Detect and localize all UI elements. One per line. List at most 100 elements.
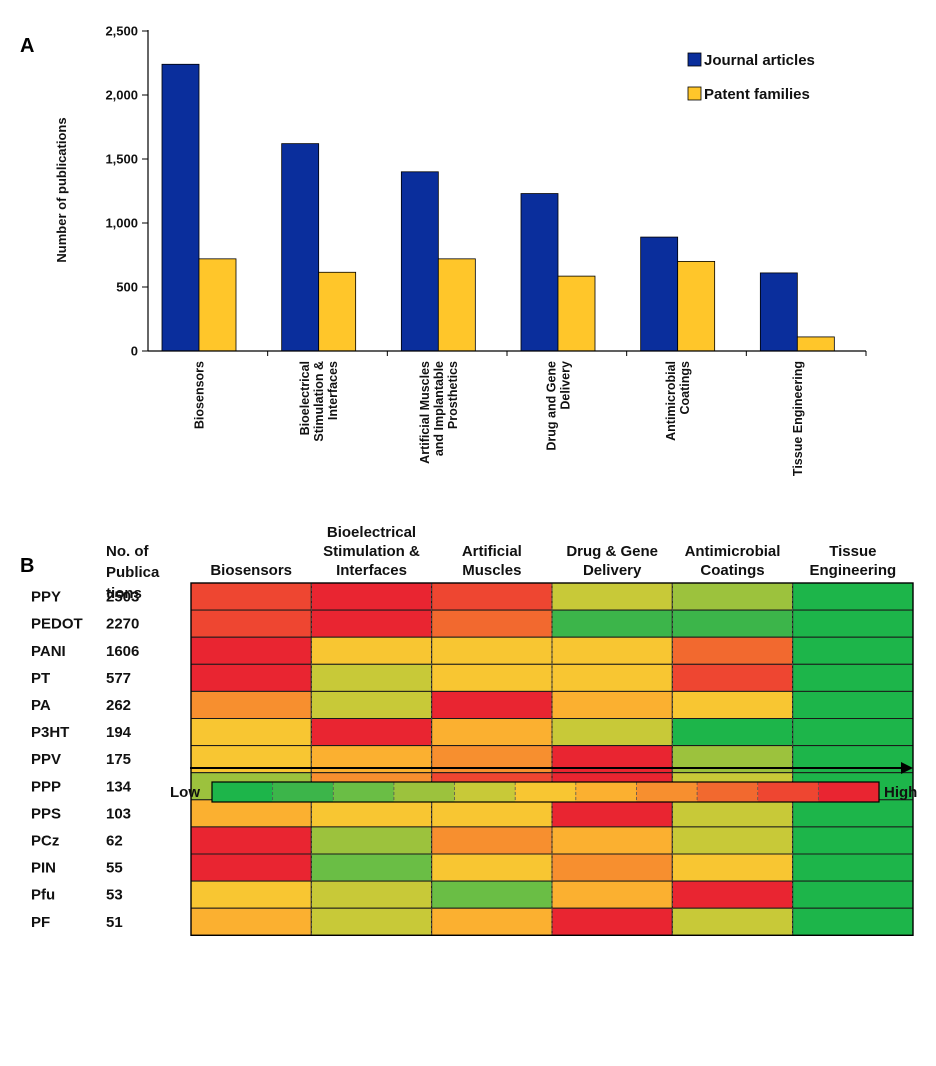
heatmap-cell-PANI-5 <box>792 636 914 665</box>
heatmap-cell-PIN-3 <box>551 853 673 882</box>
heatmap-cell-P3HT-4 <box>671 718 794 747</box>
heatmap-cell-P3HT-3 <box>551 718 673 747</box>
column-header-line: Drug & Gene <box>566 543 658 560</box>
row-label-name: PEDOT <box>31 616 83 633</box>
column-header-line: Bioelectrical <box>327 524 416 541</box>
row-label-pubs: 262 <box>106 697 131 714</box>
heatmap-cell-PF-4 <box>671 907 794 936</box>
column-header-line: Coatings <box>700 562 764 579</box>
category-label-line: Drug and Gene <box>545 361 559 451</box>
heatmap-cell-PEDOT-2 <box>431 609 553 638</box>
heatmap-cell-PA-2 <box>431 690 553 720</box>
row-label-pubs: 175 <box>106 751 131 768</box>
column-headers: Biosensors Bioelectrical Stimulation & Inte… <box>210 524 896 579</box>
scale-swatch-10 <box>818 782 879 802</box>
row-label-pubs: 194 <box>106 724 132 741</box>
legend-swatch <box>687 86 702 101</box>
scale-swatch-7 <box>636 782 698 802</box>
category-label-line: Antimicrobial <box>664 361 678 441</box>
arrow-head <box>901 762 913 774</box>
bar-patent-1 <box>318 271 357 352</box>
heatmap-cell-PF-5 <box>792 907 914 936</box>
panel-a-bar-chart: A Number of publications 0 500 1,000 1,500 2… <box>20 24 867 476</box>
row-label-pubs: 577 <box>106 670 131 687</box>
category-label: Biosensors <box>193 361 207 429</box>
scale-high-label: High <box>884 784 917 801</box>
category-label: AntimicrobialCoatings <box>664 361 692 441</box>
column-header-line: Engineering <box>809 562 896 579</box>
column-header-line: Biosensors <box>210 562 292 579</box>
scale-swatch-5 <box>515 782 576 802</box>
heatmap-cell-PPY-1 <box>310 582 433 611</box>
row-label-pubs: 134 <box>106 778 132 795</box>
category-label-line: Artificial Muscles <box>418 361 432 464</box>
heatmap-cell-PPS-0 <box>190 799 312 828</box>
column-header-line: Interfaces <box>336 562 407 579</box>
row-label-pubs: 2503 <box>106 589 139 606</box>
y-tick-label: 2,000 <box>105 88 138 103</box>
row-label-name: PPS <box>31 805 61 822</box>
heatmap-cell-PEDOT-0 <box>190 609 312 638</box>
publications-header: No. of Publica tions <box>106 543 160 602</box>
heatmap-cell-PPS-3 <box>551 799 673 828</box>
row-label-pubs: 62 <box>106 832 123 849</box>
heatmap-cell-PT-2 <box>431 663 553 692</box>
y-tick-label: 1,500 <box>105 152 138 167</box>
heatmap-cell-PT-0 <box>190 663 312 692</box>
heatmap-cell-PPS-2 <box>431 799 553 828</box>
heatmap-cell-PT-5 <box>792 663 914 692</box>
scale-swatch-8 <box>697 782 758 802</box>
heatmap-cell-PPY-3 <box>551 582 673 611</box>
category-label-line: Prosthetics <box>446 361 460 429</box>
row-label-name: Pfu <box>31 887 55 904</box>
gradient-arrow <box>190 762 913 774</box>
category-label-line: Biosensors <box>193 361 207 429</box>
scale-low-label: Low <box>170 784 200 801</box>
bars <box>161 63 835 352</box>
row-label-name: PCz <box>31 832 59 849</box>
row-label-name: PF <box>31 914 50 931</box>
scale-swatch-3 <box>393 782 455 802</box>
heatmap-cell-PANI-0 <box>190 636 312 665</box>
heatmap-cell-PANI-2 <box>431 636 553 665</box>
row-label-name: PIN <box>31 860 56 877</box>
category-label: Drug and GeneDelivery <box>545 361 573 451</box>
color-scale: Low High <box>170 781 917 803</box>
heatmap-cell-Pfu-1 <box>310 880 433 909</box>
category-label-line: Delivery <box>559 361 573 410</box>
publications-header-line: No. of <box>106 543 149 560</box>
category-label: BioelectricalStimulation &Interfaces <box>298 361 340 442</box>
heatmap-cell-PIN-5 <box>792 853 914 882</box>
panel-a-label: A <box>20 35 34 57</box>
heatmap-cell-PEDOT-5 <box>792 609 914 638</box>
category-label: Artificial Musclesand ImplantableProsthe… <box>418 361 460 464</box>
column-header-line: Stimulation & <box>323 543 420 560</box>
panel-b-heatmap: B No. of Publica tions Biosensors Bioelectr… <box>20 524 917 936</box>
row-label-pubs: 103 <box>106 805 131 822</box>
heatmap-cell-PIN-0 <box>190 853 312 882</box>
category-label-line: Coatings <box>678 361 692 415</box>
y-tick-label: 0 <box>131 344 138 359</box>
heatmap-cell-PT-1 <box>310 663 433 692</box>
bar-patent-3 <box>557 275 596 352</box>
heatmap-cell-PA-4 <box>671 690 794 720</box>
bar-patent-5 <box>796 336 835 352</box>
bar-patent-4 <box>677 260 716 352</box>
scale-border <box>211 781 880 803</box>
row-label-pubs: 1606 <box>106 643 139 660</box>
heatmap-cell-PT-4 <box>671 663 794 692</box>
bar-patent-0 <box>198 258 237 352</box>
heatmap-cell-PPY-4 <box>671 582 794 611</box>
heatmap-cell-PPS-4 <box>671 799 794 828</box>
y-axis-ticks: 0 500 1,000 1,500 2,000 2,500 <box>105 24 148 359</box>
row-label-pubs: 2270 <box>106 616 139 633</box>
heatmap-cell-PF-0 <box>190 907 312 936</box>
row-labels: PPY 2503 PEDOT 2270 PANI 1606 PT 577 PA 262 P3HT 19… <box>31 589 139 931</box>
heatmap-cell-PANI-1 <box>310 636 433 665</box>
heatmap-cell-PPY-5 <box>792 582 914 611</box>
column-header-line: Tissue <box>829 543 876 560</box>
heatmap-cell-PA-3 <box>551 690 673 720</box>
heatmap-cell-PCz-2 <box>431 826 553 855</box>
heatmap-cell-PF-2 <box>431 907 553 936</box>
bar-journal-4 <box>640 236 679 352</box>
